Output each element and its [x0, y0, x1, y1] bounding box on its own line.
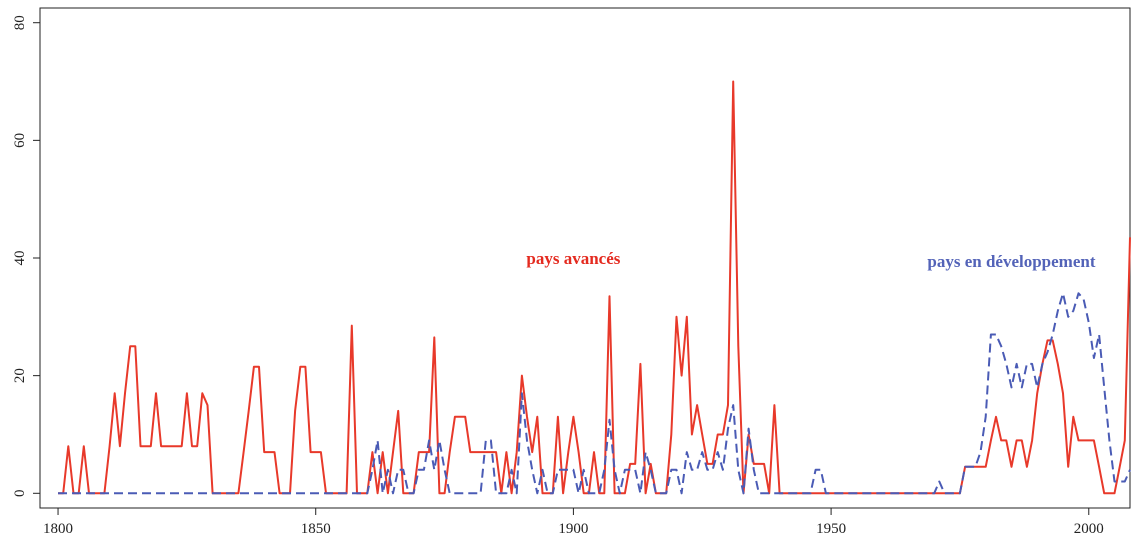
- annotation: pays avancés: [526, 249, 620, 268]
- y-tick-label: 80: [12, 15, 28, 30]
- series-line: [58, 292, 1131, 495]
- y-tick-label: 60: [12, 133, 28, 148]
- annotation: pays en développement: [927, 252, 1095, 271]
- y-tick-label: 0: [12, 490, 28, 498]
- series-line: [58, 80, 1131, 495]
- x-tick-label: 2000: [1074, 521, 1104, 537]
- x-tick-label: 1900: [558, 521, 588, 537]
- y-tick-label: 20: [12, 368, 28, 383]
- x-tick-label: 1850: [301, 521, 331, 537]
- x-tick-label: 1950: [816, 521, 846, 537]
- x-tick-label: 1800: [43, 521, 73, 537]
- y-tick-label: 40: [12, 251, 28, 266]
